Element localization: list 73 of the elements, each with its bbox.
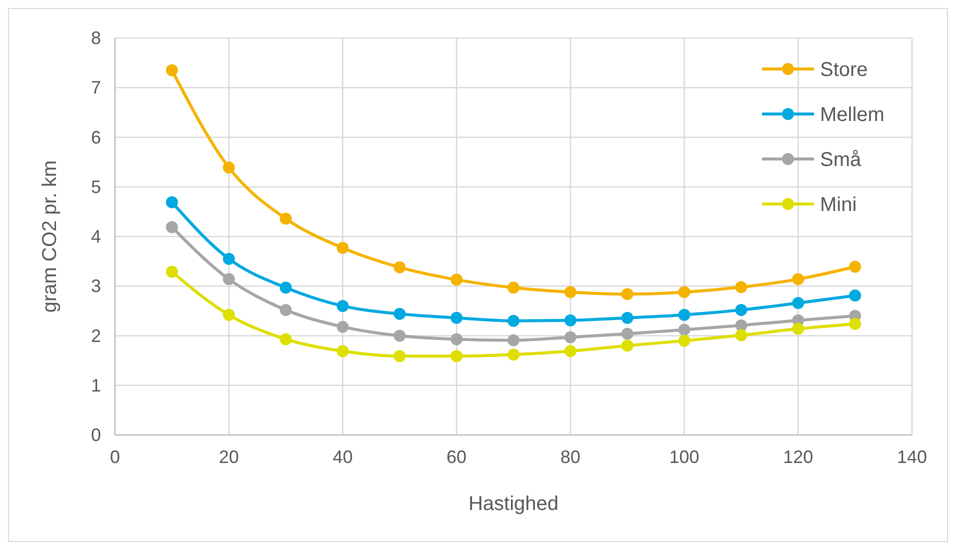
y-tick-label: 5 — [90, 176, 101, 197]
point — [450, 274, 463, 286]
point — [621, 312, 634, 324]
point — [280, 304, 292, 316]
point — [336, 242, 349, 254]
x-tick-label: 20 — [218, 447, 239, 467]
point — [336, 300, 349, 312]
y-tick-label: 3 — [90, 276, 101, 296]
point — [280, 333, 292, 346]
point — [450, 333, 463, 346]
point — [621, 328, 634, 340]
point — [280, 212, 292, 225]
point — [621, 288, 634, 300]
x-tick-label: 60 — [446, 447, 467, 467]
point — [508, 334, 520, 346]
point — [849, 318, 862, 330]
legend-label: Mini — [820, 194, 857, 216]
x-tick-label: 80 — [560, 447, 580, 467]
point — [792, 273, 804, 286]
point — [508, 314, 520, 327]
point — [166, 196, 178, 208]
point — [222, 162, 235, 174]
point — [792, 296, 804, 309]
point — [222, 273, 235, 286]
point — [735, 304, 748, 316]
point — [735, 329, 748, 342]
point — [508, 282, 520, 294]
point — [678, 324, 690, 336]
point — [564, 314, 576, 326]
y-tick-label: 2 — [90, 326, 101, 346]
point — [678, 334, 690, 347]
point — [564, 345, 576, 358]
legend-label: Store — [820, 59, 868, 81]
point — [508, 348, 520, 361]
y-tick-label: 8 — [90, 28, 101, 48]
y-tick-label: 1 — [90, 375, 101, 396]
point — [450, 312, 463, 324]
point — [735, 319, 748, 332]
y-axis-title: gram CO2 pr. km — [39, 160, 61, 313]
point — [280, 282, 292, 294]
y-tick-label: 7 — [90, 78, 101, 98]
point — [564, 331, 576, 344]
point — [849, 290, 862, 302]
point — [336, 320, 349, 333]
point — [222, 308, 235, 321]
point — [792, 322, 804, 335]
x-tick-label: 100 — [669, 447, 700, 467]
point — [735, 281, 748, 294]
x-axis-title: Hastighed — [468, 493, 559, 515]
legend-label: Små — [820, 149, 862, 171]
point — [166, 266, 178, 278]
point — [621, 340, 634, 352]
point — [394, 350, 406, 362]
point — [394, 330, 406, 342]
point — [564, 286, 576, 298]
point — [678, 286, 690, 298]
y-tick-label: 6 — [90, 127, 101, 148]
point — [166, 64, 178, 76]
point — [678, 308, 690, 321]
legend-label: Mellem — [820, 104, 884, 126]
x-tick-label: 40 — [332, 447, 353, 467]
point — [849, 260, 862, 273]
point — [450, 350, 463, 362]
point — [166, 221, 178, 234]
y-tick-label: 4 — [90, 226, 101, 246]
y-tick-label: 0 — [90, 425, 101, 445]
x-tick-label: 140 — [896, 447, 928, 467]
x-tick-label: 0 — [110, 447, 120, 467]
point — [222, 252, 235, 265]
point — [394, 261, 406, 274]
point — [336, 345, 349, 358]
point — [394, 308, 406, 320]
x-tick-label: 120 — [783, 447, 814, 467]
